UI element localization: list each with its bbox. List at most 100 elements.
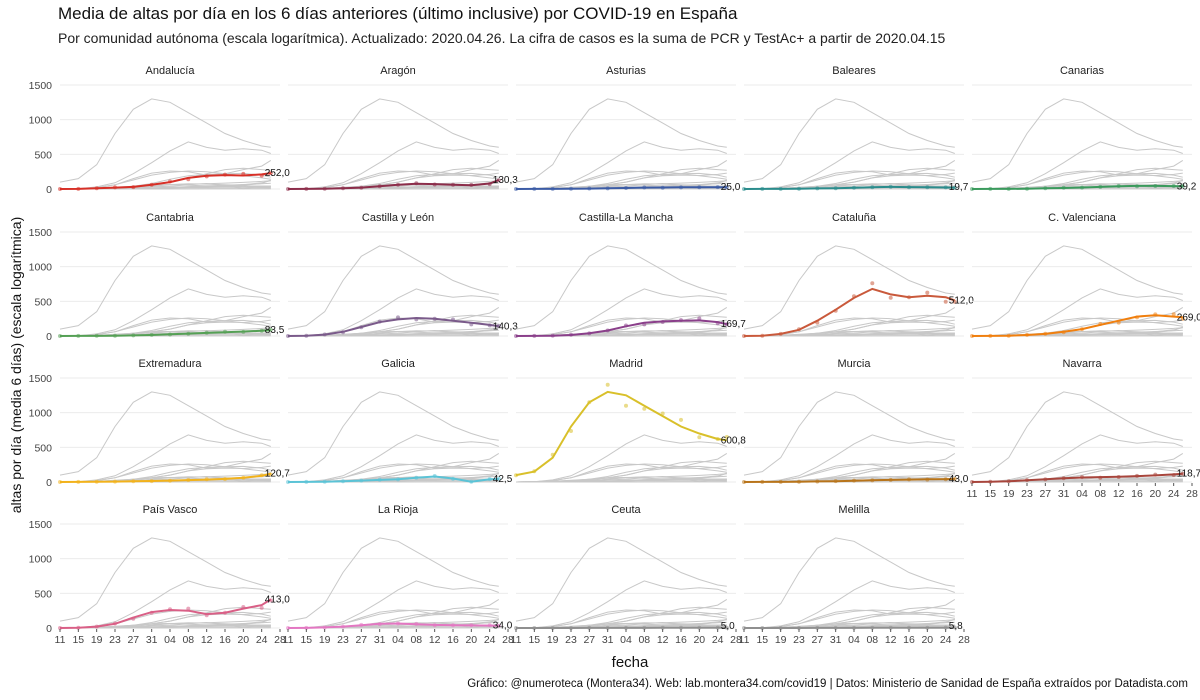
x-tick-label: 16 <box>903 634 915 646</box>
background-line <box>287 580 499 629</box>
series-line <box>743 287 956 337</box>
data-point <box>870 281 875 286</box>
x-tick-label: 23 <box>1021 488 1033 500</box>
end-value-label: 5,0 <box>721 621 735 632</box>
facet-title: Cataluña <box>832 212 877 224</box>
facet-title: Castilla y León <box>362 212 434 224</box>
y-tick-label: 0 <box>46 623 52 635</box>
x-tick-label: 27 <box>127 634 139 646</box>
x-tick-label: 28 <box>958 634 970 646</box>
background-line <box>515 476 727 483</box>
x-tick-label: 27 <box>355 634 367 646</box>
facet-title: Galicia <box>381 358 416 370</box>
facet-madrid: Madrid 600,8 <box>514 358 746 483</box>
facet-title: Navarra <box>1062 358 1102 370</box>
end-value-label: 140,3 <box>493 321 518 332</box>
facet-title: Madrid <box>609 358 643 370</box>
x-tick-label: 12 <box>201 634 213 646</box>
facet-title: Murcia <box>837 358 871 370</box>
x-tick-label: 20 <box>465 634 477 646</box>
data-point <box>679 417 683 422</box>
x-tick-label: 04 <box>848 634 860 646</box>
data-point <box>888 295 893 300</box>
x-tick-label: 24 <box>1168 488 1180 500</box>
background-line <box>515 98 727 183</box>
background-line <box>59 98 271 183</box>
series-line <box>743 478 955 483</box>
facet-castilla-la-mancha: Castilla-La Mancha 169,7 <box>514 212 746 338</box>
facet-pa-s-vasco: País Vasco 0 500 1000 1500 413,0 11 15 19 23 27 31 0… <box>29 504 291 646</box>
x-tick-label: 23 <box>337 634 349 646</box>
data-point <box>605 382 610 387</box>
chart-title: Media de altas por día en los 6 días ant… <box>58 4 738 23</box>
facet-title: Canarias <box>1060 65 1105 77</box>
background-line <box>743 434 955 483</box>
x-tick-label: 11 <box>511 634 522 646</box>
facet-title: Castilla-La Mancha <box>579 212 674 224</box>
x-tick-label: 23 <box>565 634 577 646</box>
background-line <box>59 245 271 330</box>
background-line <box>59 391 271 476</box>
facet-title: Cantabria <box>146 212 195 224</box>
x-tick-label: 08 <box>638 634 650 646</box>
facet-baleares: Baleares 19,7 <box>742 65 969 193</box>
end-value-label: 118,7 <box>1177 469 1200 480</box>
x-tick-label: 23 <box>793 634 805 646</box>
x-tick-label: 11 <box>55 634 66 646</box>
facet-c-valenciana: C. Valenciana 269,0 <box>970 212 1200 338</box>
y-tick-label: 1000 <box>29 554 53 566</box>
y-tick-label: 1500 <box>29 227 53 239</box>
facet-title: Aragón <box>380 65 415 77</box>
y-tick-label: 1500 <box>29 80 53 92</box>
x-tick-label: 12 <box>1113 488 1125 500</box>
background-line <box>743 98 955 183</box>
y-tick-label: 1000 <box>29 408 53 420</box>
facet-title: C. Valenciana <box>1048 212 1117 224</box>
x-tick-label: 31 <box>374 634 386 646</box>
end-value-label: 39,2 <box>1177 181 1197 192</box>
x-tick-label: 31 <box>830 634 842 646</box>
x-tick-label: 27 <box>583 634 595 646</box>
x-tick-label: 15 <box>756 634 768 646</box>
background-line <box>971 98 1183 183</box>
x-tick-label: 19 <box>775 634 787 646</box>
data-point <box>259 605 264 610</box>
facet-arag-n: Aragón 130,3 <box>286 65 518 191</box>
x-tick-label: 28 <box>1186 488 1198 500</box>
y-tick-label: 0 <box>46 184 52 196</box>
x-tick-label: 23 <box>109 634 121 646</box>
series-line <box>287 475 499 483</box>
background-line <box>515 452 728 483</box>
facet-title: País Vasco <box>143 504 198 516</box>
y-tick-label: 0 <box>46 331 52 343</box>
series-line <box>971 184 1183 190</box>
background-line <box>287 288 499 337</box>
x-tick-label: 08 <box>182 634 194 646</box>
background-line <box>59 288 271 337</box>
x-tick-label: 04 <box>392 634 404 646</box>
x-tick-label: 28 <box>730 634 742 646</box>
x-tick-label: 16 <box>1131 488 1143 500</box>
x-tick-label: 19 <box>319 634 331 646</box>
x-tick-label: 04 <box>620 634 632 646</box>
background-line <box>287 537 499 622</box>
background-line <box>743 245 955 330</box>
x-tick-label: 20 <box>921 634 933 646</box>
facet-title: La Rioja <box>378 504 419 516</box>
background-line <box>515 245 727 330</box>
background-line <box>515 288 727 337</box>
end-value-label: 269,0 <box>1177 312 1200 323</box>
data-point <box>186 606 191 611</box>
data-point <box>925 290 930 295</box>
background-line <box>59 537 271 622</box>
background-line <box>743 391 955 476</box>
end-value-label: 252,0 <box>265 168 290 179</box>
background-line <box>743 537 955 622</box>
x-tick-label: 08 <box>866 634 878 646</box>
x-tick-label: 16 <box>675 634 687 646</box>
x-axis-label: fecha <box>611 654 649 671</box>
x-tick-label: 20 <box>693 634 705 646</box>
x-tick-label: 19 <box>1003 488 1015 500</box>
end-value-label: 120,7 <box>265 469 290 480</box>
